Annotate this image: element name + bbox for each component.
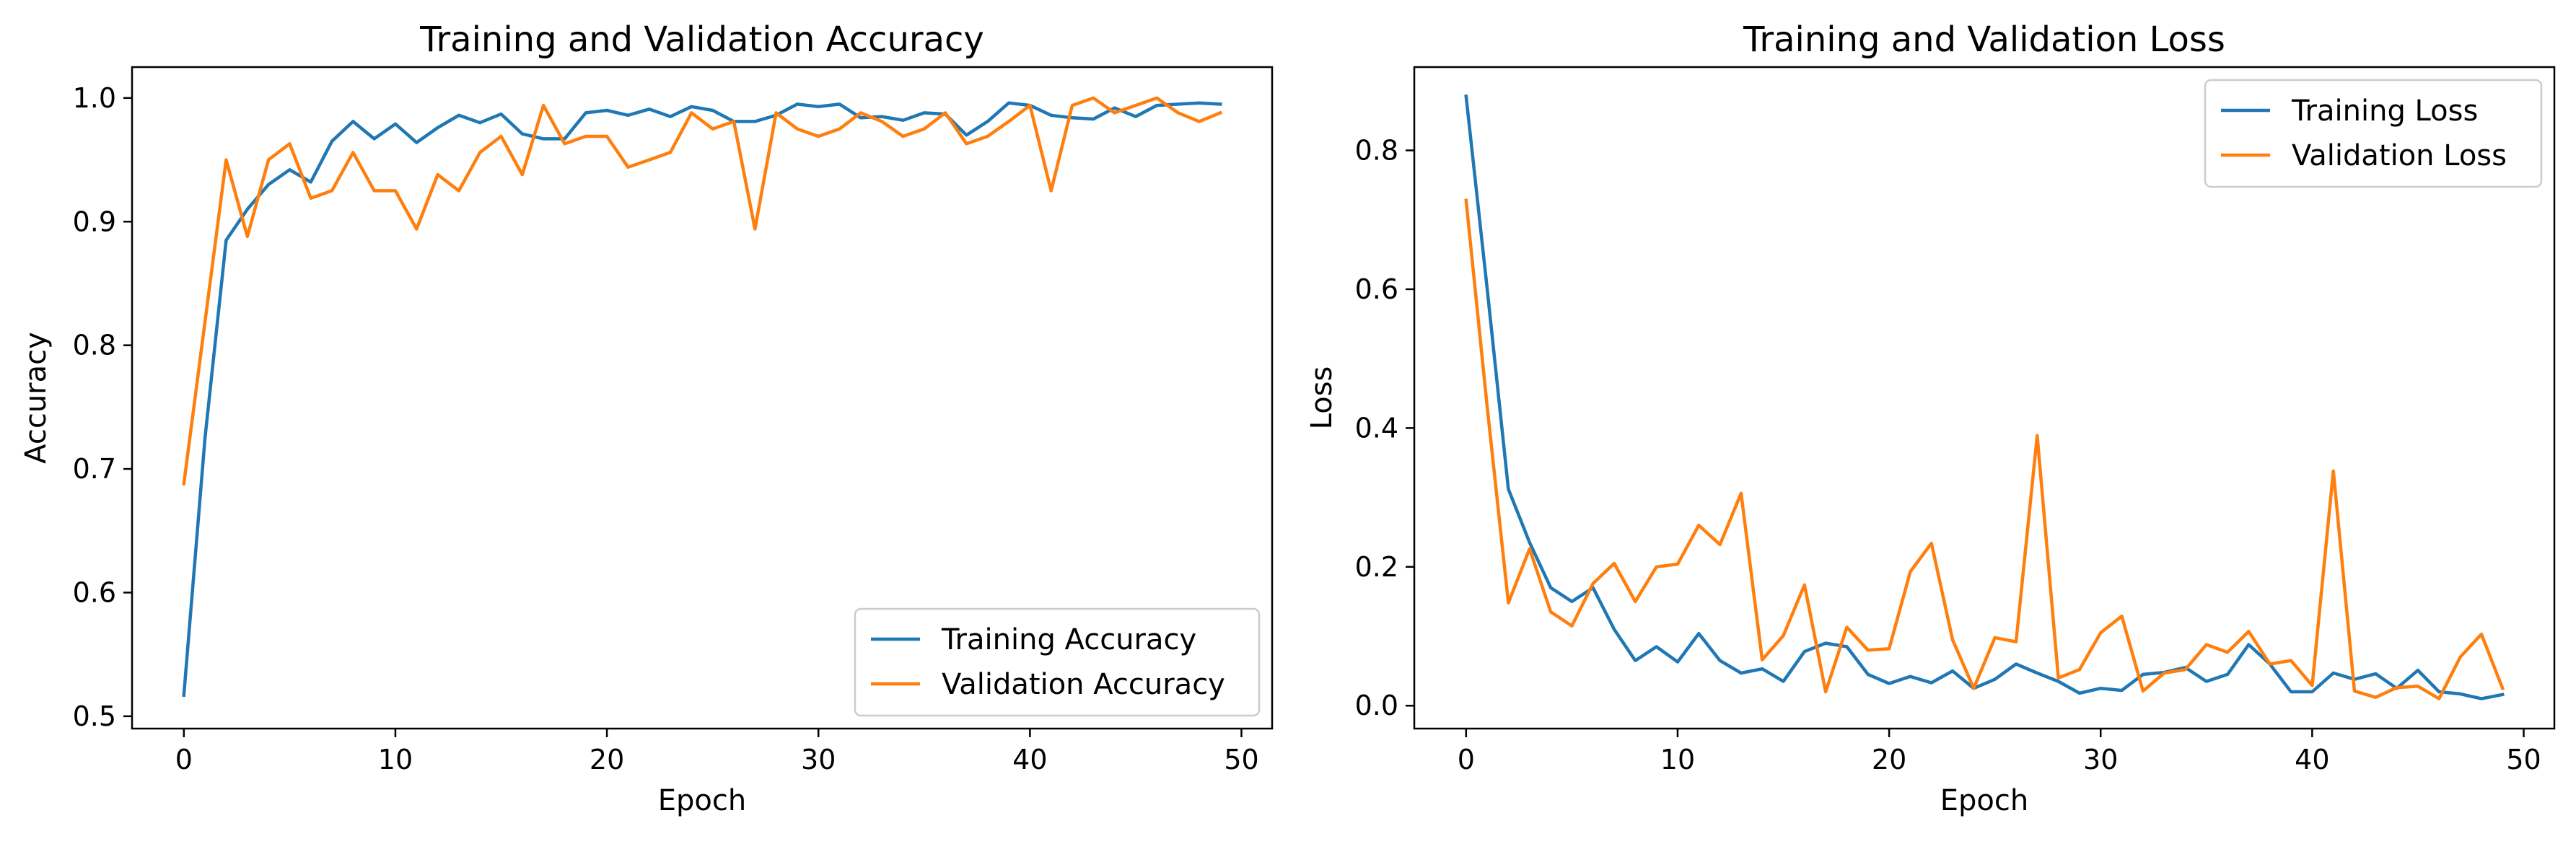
x-axis-label: Epoch [1940,784,2028,817]
y-tick-label: 0.4 [1355,412,1398,444]
x-tick-label: 50 [1224,744,1258,775]
legend-box [2204,79,2543,188]
series-line-2 [1464,198,2505,700]
axes-frame [131,66,1274,730]
legend: Training Accuracy Validation Accuracy [854,607,1261,717]
y-tick-label: 0.5 [73,700,116,732]
y-tick-label: 0.8 [1355,134,1398,166]
series-line-2 [182,96,1223,486]
legend: Training Loss Validation Loss [2204,79,2543,188]
legend-label-1: Training Loss [2291,94,2478,128]
chart-title: Training and Validation Accuracy [419,19,984,60]
x-tick-label: 20 [590,744,624,775]
axes-frame [1413,66,2556,730]
y-tick-label: 0.8 [73,330,116,361]
y-tick-label: 0.6 [1355,273,1398,305]
y-axis-label: Accuracy [19,332,53,464]
y-tick-label: 1.0 [73,82,116,114]
y-tick-label: 0.0 [1355,690,1398,721]
x-tick-label: 0 [1458,744,1475,775]
x-tick-label: 10 [378,744,413,775]
legend-label-1: Training Accuracy [941,623,1196,656]
legend-label-2: Validation Accuracy [942,668,1225,701]
chart-title: Training and Validation Loss [1743,19,2225,60]
y-axis-label: Loss [1305,366,1339,430]
y-tick-label: 0.6 [73,576,116,608]
y-tick-label: 0.2 [1355,551,1398,583]
y-tick-label: 0.7 [73,453,116,485]
legend-box [854,607,1261,717]
legend-label-2: Validation Loss [2292,139,2507,172]
x-tick-label: 40 [1012,744,1047,775]
series-line-1 [182,101,1222,698]
x-axis-label: Epoch [658,784,746,817]
x-tick-label: 40 [2295,744,2329,775]
x-tick-label: 30 [2083,744,2118,775]
chart-panel-2: 0 10 20 30 40 50 0.0 0.2 0.4 0.6 0.8 Training and V… [1305,19,2556,817]
series-line-1 [1464,94,2505,700]
chart-panel-1: 0 10 20 30 40 50 0.5 0.6 0.7 0.8 0.9 1.0 Training an… [19,19,1274,817]
x-tick-label: 30 [801,744,836,775]
x-tick-label: 0 [175,744,193,775]
x-tick-label: 50 [2506,744,2541,775]
x-tick-label: 20 [1872,744,1906,775]
x-tick-label: 10 [1660,744,1695,775]
y-tick-label: 0.9 [73,206,116,237]
